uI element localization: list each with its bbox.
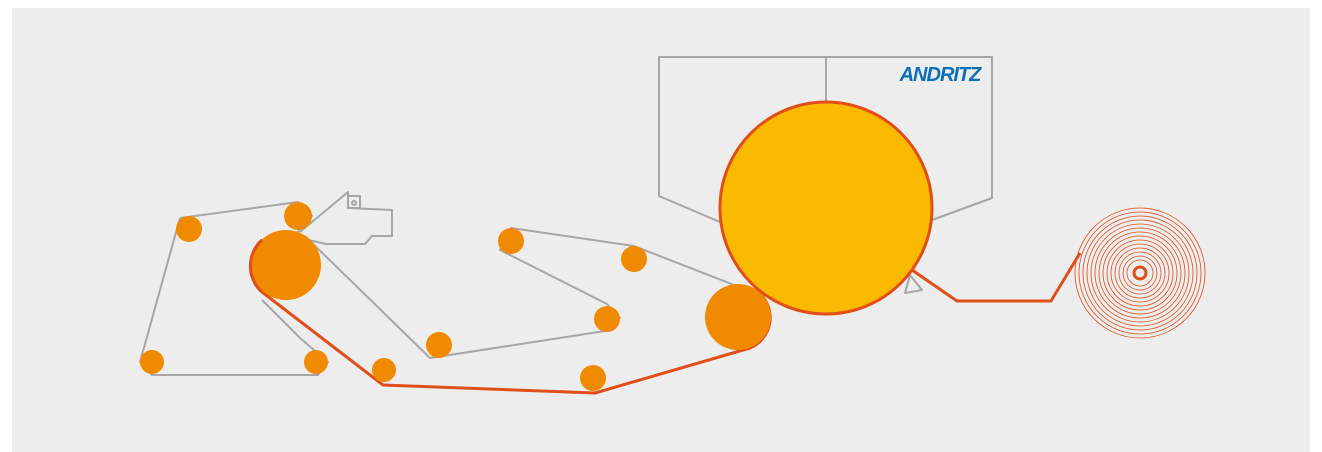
logo: ANDRITZ [899,64,983,86]
rolls [140,202,771,391]
reel [1074,207,1206,339]
felt [304,227,753,359]
headbox [299,191,393,245]
web [248,238,264,294]
web [911,252,1082,303]
panel [12,8,1310,452]
yankee-cylinder [718,100,934,316]
hood [658,56,993,223]
doctor-blade [904,274,923,294]
